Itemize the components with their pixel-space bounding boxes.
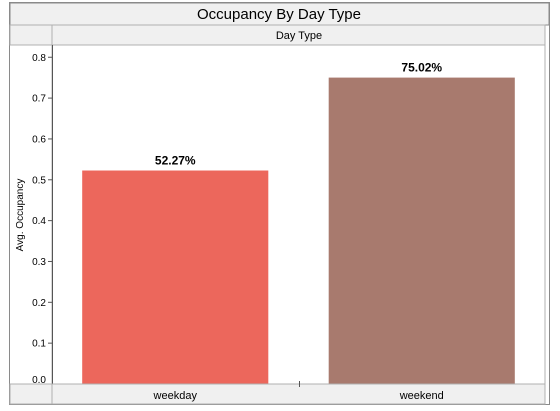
y-tick-label: 0.0 [32, 375, 46, 386]
category-band [51, 383, 546, 405]
bar-weekend [328, 77, 515, 384]
y-tick-label: 0.2 [32, 298, 46, 309]
x-category-label-weekday: weekday [153, 390, 198, 402]
category-left-cell [9, 383, 53, 405]
y-tick-label: 0.8 [32, 53, 46, 64]
data-label-weekday: 52.27% [155, 154, 196, 168]
bars: 52.27% 75.02% [82, 61, 515, 384]
y-tick-label: 0.3 [32, 257, 46, 268]
bar-weekday [82, 170, 269, 384]
y-tick-label: 0.7 [32, 94, 46, 105]
y-tick-label: 0.6 [32, 134, 46, 145]
header-left-cell [9, 24, 53, 46]
y-axis-ticks: 0.0 0.1 0.2 0.3 0.4 0.5 0.6 0.7 0.8 [32, 53, 52, 386]
y-tick-label: 0.5 [32, 175, 46, 186]
data-label-weekend: 75.02% [401, 61, 442, 75]
y-tick-label: 0.4 [32, 216, 46, 227]
facet-header: Day Type [276, 30, 322, 42]
y-axis-label: Avg. Occupancy [15, 179, 26, 252]
x-axis-labels: weekday weekend [153, 390, 444, 402]
y-tick-label: 0.1 [32, 339, 46, 350]
x-category-label-weekend: weekend [399, 390, 444, 402]
chart-title: Occupancy By Day Type [197, 6, 361, 23]
